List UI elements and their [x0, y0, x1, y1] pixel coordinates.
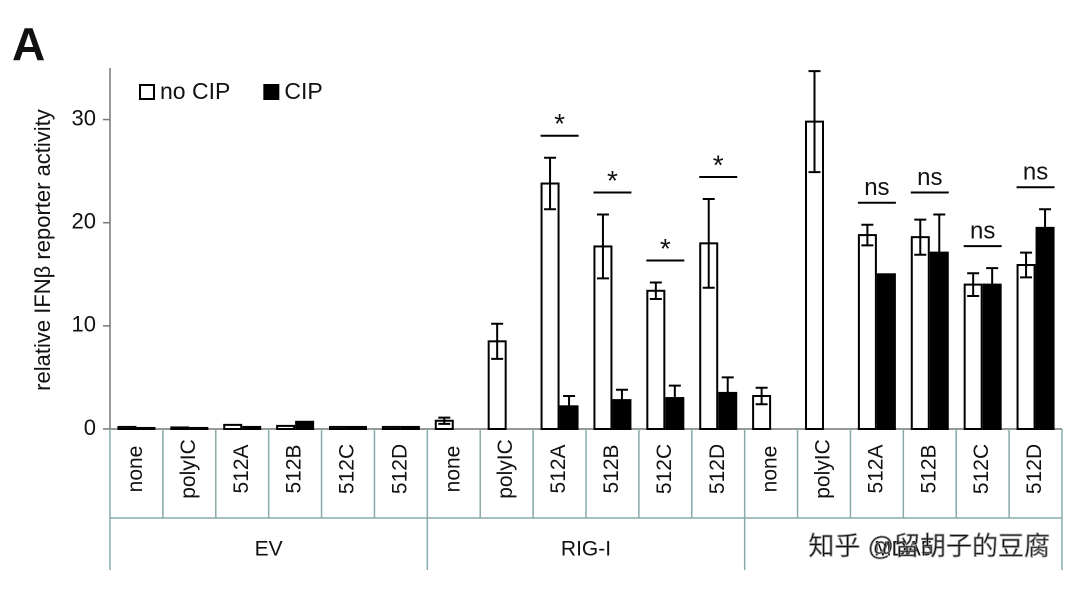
- bar: [982, 283, 1002, 430]
- error-bar: [721, 376, 734, 410]
- y-tick-label: 10: [72, 312, 96, 337]
- bar: [400, 425, 420, 430]
- bar: [170, 426, 190, 430]
- bar: [1035, 226, 1055, 430]
- significance-label: *: [607, 165, 618, 196]
- error-bar: [967, 272, 980, 297]
- bar: [223, 423, 243, 431]
- bar: [963, 283, 983, 430]
- bar: [329, 425, 348, 430]
- error-bar: [914, 218, 927, 256]
- x-tick-label: 512A: [230, 444, 253, 493]
- significance-label: *: [713, 149, 724, 180]
- bar: [117, 425, 137, 430]
- error-bar: [491, 322, 504, 360]
- significance-label: ns: [1023, 159, 1048, 186]
- x-tick-label: none: [759, 446, 782, 493]
- error-bar: [649, 281, 662, 301]
- error-bar: [544, 156, 557, 211]
- x-tick-label: 512C: [336, 444, 359, 494]
- x-tick-label: 512B: [600, 444, 623, 493]
- legend-label: CIP: [284, 78, 322, 104]
- error-bar: [1039, 208, 1052, 248]
- bar: [348, 425, 367, 430]
- bar: [295, 420, 315, 430]
- y-tick-label: 20: [72, 209, 96, 234]
- error-bar: [668, 384, 681, 412]
- bar: [646, 289, 666, 430]
- bar: [136, 426, 156, 430]
- error-bar: [861, 223, 874, 247]
- error-bar: [702, 197, 715, 289]
- significance-label: *: [660, 233, 671, 264]
- error-bar: [615, 388, 628, 412]
- x-tick-label: polyIC: [812, 439, 835, 499]
- significance-label: ns: [970, 217, 995, 244]
- bar: [1016, 264, 1036, 431]
- error-bar: [596, 213, 609, 280]
- error-bar: [986, 267, 999, 303]
- y-axis-label: relative IFNβ reporter activity: [30, 109, 55, 391]
- significance-label: ns: [864, 174, 889, 201]
- bar: [876, 273, 896, 430]
- x-tick-label: 512D: [706, 444, 729, 494]
- group-label: MDA5: [874, 538, 932, 561]
- panel-label: A: [12, 18, 45, 70]
- bar: [276, 424, 296, 430]
- watermark: 知乎 @留胡子的豆腐: [808, 531, 1050, 561]
- legend-swatch: [263, 84, 280, 100]
- x-tick-label: none: [124, 446, 147, 493]
- bar: [540, 182, 560, 430]
- x-tick-label: polyIC: [177, 439, 200, 499]
- error-bar: [755, 386, 768, 406]
- bar: [242, 425, 262, 430]
- x-tick-label: 512D: [388, 444, 411, 494]
- bar: [857, 234, 877, 430]
- y-tick-label: 0: [84, 415, 96, 440]
- x-tick-label: none: [441, 446, 464, 493]
- x-tick-label: polyIC: [494, 439, 517, 499]
- legend-swatch: [139, 84, 155, 100]
- significance-label: *: [554, 108, 565, 139]
- x-tick-label: 512A: [547, 444, 570, 493]
- x-tick-label: 512B: [283, 444, 306, 493]
- legend-label: no CIP: [160, 78, 230, 104]
- x-tick-label: 512C: [970, 444, 993, 494]
- error-bar: [438, 416, 451, 425]
- x-tick-label: 512B: [917, 444, 940, 493]
- x-tick-label: 512A: [864, 444, 887, 493]
- error-bar: [808, 70, 821, 174]
- significance-label: ns: [917, 164, 942, 191]
- group-label: RIG-I: [561, 538, 611, 561]
- error-bar: [563, 394, 576, 418]
- error-bar: [933, 213, 946, 292]
- y-tick-label: 30: [72, 105, 96, 130]
- bar: [381, 425, 401, 430]
- x-tick-label: 512C: [653, 444, 676, 494]
- group-label: EV: [255, 538, 283, 561]
- x-tick-label: 512D: [1023, 444, 1046, 494]
- bar: [910, 236, 930, 430]
- error-bar: [1020, 251, 1033, 279]
- bar: [189, 426, 209, 430]
